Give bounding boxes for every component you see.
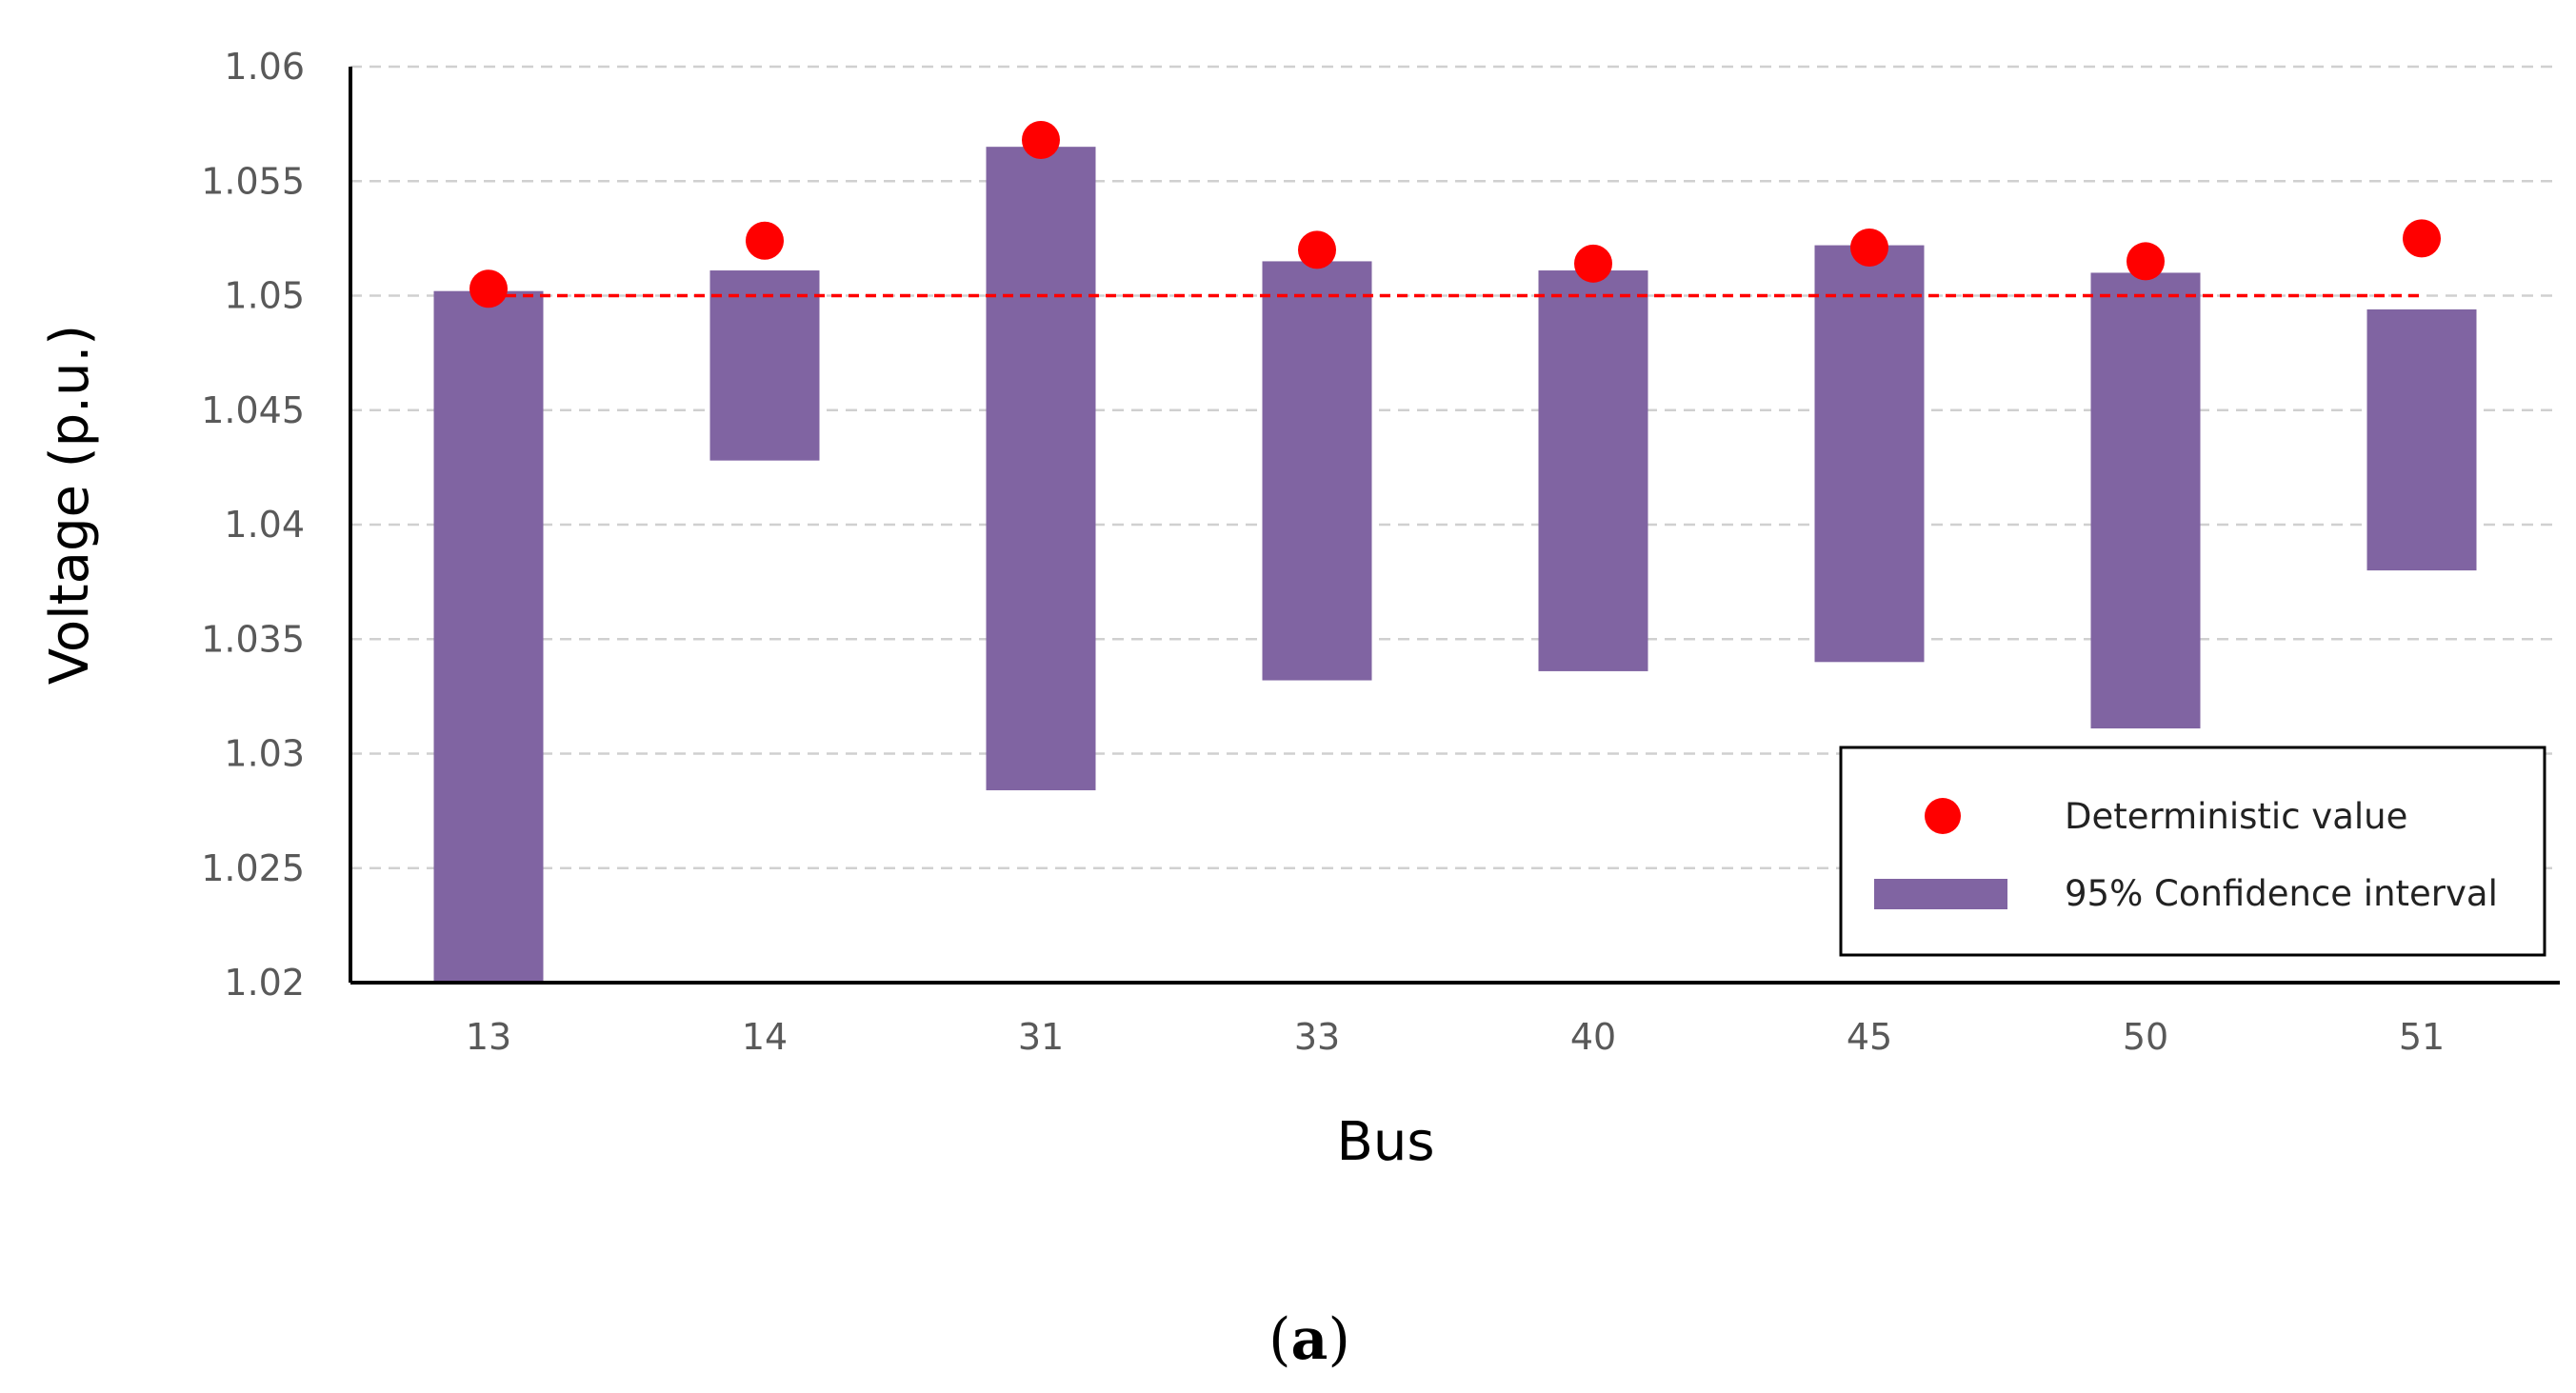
deterministic-point-50 (2127, 242, 2165, 281)
deterministic-point-14 (746, 221, 784, 260)
interval-bar-51 (2366, 308, 2477, 571)
y-tick-label: 1.035 (201, 618, 305, 660)
y-tick-label: 1.04 (224, 504, 305, 546)
y-tick-label: 1.02 (224, 962, 305, 1004)
legend-frame (1839, 746, 2546, 957)
y-axis-title: Voltage (p.u.) (39, 325, 101, 685)
x-tick-labels: 13 14 31 33 40 45 50 51 (466, 1016, 2445, 1058)
deterministic-point-45 (1850, 228, 1888, 267)
interval-bar-40 (1538, 270, 1648, 671)
x-tick-label: 13 (466, 1016, 511, 1058)
y-tick-label: 1.05 (224, 275, 305, 317)
x-axis-title: Bus (1336, 1111, 1434, 1173)
axes (349, 67, 2560, 985)
legend-interval-label: 95% Confidence interval (2065, 873, 2498, 914)
y-tick-label: 1.06 (224, 46, 305, 88)
legend: Deterministic value 95% Confidence inter… (1839, 746, 2546, 957)
y-tick-label: 1.025 (201, 847, 305, 889)
interval-bar-31 (986, 147, 1096, 790)
interval-bar-33 (1262, 261, 1372, 681)
deterministic-points (469, 120, 2441, 308)
x-tick-label: 50 (2123, 1016, 2168, 1058)
y-tick-label: 1.055 (201, 160, 305, 202)
caption-letter: a (1291, 1306, 1328, 1373)
legend-deterministic-marker (1925, 798, 1961, 834)
deterministic-point-51 (2403, 219, 2441, 258)
confidence-interval-bars (433, 147, 2477, 983)
x-tick-label: 31 (1018, 1016, 1064, 1058)
caption-close-paren: ) (1328, 1306, 1349, 1373)
interval-bar-13 (433, 290, 544, 983)
x-tick-label: 45 (1847, 1016, 1892, 1058)
deterministic-point-13 (469, 269, 508, 308)
deterministic-point-40 (1574, 244, 1612, 283)
deterministic-point-31 (1022, 120, 1060, 159)
legend-deterministic-label: Deterministic value (2065, 796, 2407, 837)
figure-caption: (a) (1268, 1306, 1350, 1373)
interval-bar-14 (709, 270, 820, 461)
x-tick-label: 14 (742, 1016, 788, 1058)
y-tick-labels: 1.02 1.025 1.03 1.035 1.04 1.045 1.05 1.055 1.06 (201, 46, 305, 1004)
deterministic-point-33 (1298, 230, 1336, 269)
interval-bar-50 (2090, 272, 2201, 729)
legend-interval-swatch (1874, 879, 2007, 909)
y-tick-label: 1.03 (224, 733, 305, 775)
x-tick-label: 40 (1570, 1016, 1616, 1058)
caption-open-paren: ( (1268, 1306, 1290, 1373)
x-tick-label: 33 (1294, 1016, 1340, 1058)
y-tick-label: 1.045 (201, 389, 305, 431)
x-tick-label: 51 (2399, 1016, 2445, 1058)
interval-bar-45 (1814, 245, 1925, 663)
